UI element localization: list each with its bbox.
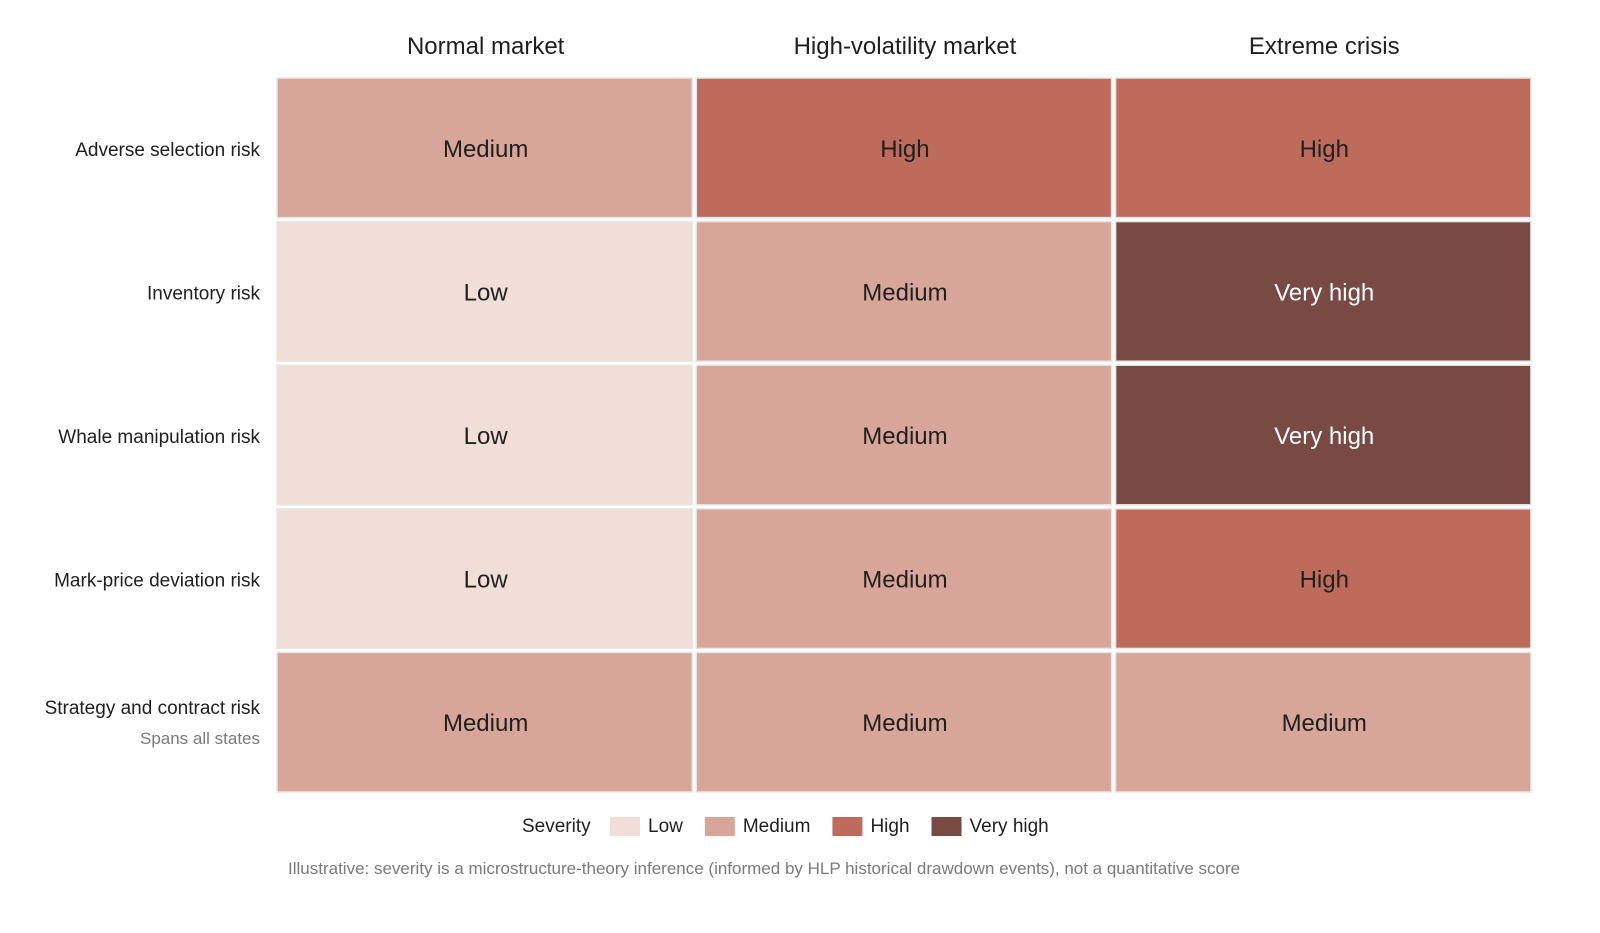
row-label: Whale manipulation risk <box>58 427 260 448</box>
heatmap-cell: Very high <box>1114 364 1532 506</box>
cell-rect <box>276 651 694 793</box>
legend-label: Very high <box>970 816 1049 837</box>
legend-swatch <box>610 817 640 836</box>
cell-rect <box>1114 364 1532 506</box>
cell-value: High <box>1300 136 1349 163</box>
legend-swatch <box>931 817 962 836</box>
heatmap-cell: Medium <box>695 220 1113 362</box>
cell-value: Very high <box>1274 423 1374 450</box>
cell-value: Low <box>464 279 509 306</box>
cell-rect <box>695 508 1113 650</box>
heatmap-cell: High <box>1114 508 1532 650</box>
cell-rect <box>695 220 1113 362</box>
cell-rect <box>1114 651 1532 793</box>
cell-value: Medium <box>862 710 947 737</box>
severity-legend: Severity Low Medium High Very high <box>522 816 1049 837</box>
legend-label: High <box>870 816 909 837</box>
cell-rect <box>276 508 694 650</box>
cell-rect <box>276 77 694 219</box>
cell-rect <box>276 364 694 506</box>
heatmap-cell: Medium <box>276 77 694 219</box>
legend-label: Medium <box>743 816 811 837</box>
heatmap-cell: Medium <box>276 651 694 793</box>
heatmap-cell: Medium <box>695 364 1113 506</box>
cell-value: Very high <box>1274 279 1374 306</box>
cell-rect <box>1114 77 1532 219</box>
heatmap-cells: Medium High High Low Medium Very high Low Mediu… <box>276 77 1532 793</box>
row-label: Adverse selection risk <box>75 140 260 161</box>
row-label: Strategy and contract risk <box>45 698 261 719</box>
cell-value: Medium <box>862 567 947 594</box>
chart-footnote: Illustrative: severity is a microstructu… <box>288 859 1240 878</box>
column-headers: Normal market High-volatility market Extre… <box>407 33 1400 60</box>
heatmap-cell: High <box>1114 77 1532 219</box>
legend-title: Severity <box>522 816 591 837</box>
cell-rect <box>1114 220 1532 362</box>
heatmap-cell: Medium <box>1114 651 1532 793</box>
cell-rect <box>1114 508 1532 650</box>
heatmap-cell: Low <box>276 220 694 362</box>
cell-value: High <box>880 136 929 163</box>
cell-value: Medium <box>862 423 947 450</box>
legend-label: Low <box>648 816 683 837</box>
heatmap-cell: Low <box>276 508 694 650</box>
heatmap-cell: Medium <box>695 508 1113 650</box>
heatmap-cell: High <box>695 77 1113 219</box>
heatmap-cell: Very high <box>1114 220 1532 362</box>
cell-value: Low <box>464 423 509 450</box>
column-header: High-volatility market <box>794 33 1017 60</box>
row-label: Mark-price deviation risk <box>54 571 260 592</box>
cell-rect <box>276 220 694 362</box>
cell-value: Medium <box>443 710 528 737</box>
row-labels: Adverse selection risk Inventory risk Whal… <box>45 140 261 748</box>
cell-rect <box>695 651 1113 793</box>
cell-value: High <box>1300 567 1349 594</box>
cell-rect <box>695 77 1113 219</box>
cell-value: Medium <box>1282 710 1367 737</box>
cell-value: Medium <box>862 279 947 306</box>
column-header: Extreme crisis <box>1249 33 1400 60</box>
cell-value: Low <box>464 567 509 594</box>
legend-swatch <box>704 817 735 836</box>
heatmap-cell: Low <box>276 364 694 506</box>
legend-swatch <box>832 817 863 836</box>
row-label: Inventory risk <box>147 283 260 304</box>
cell-value: Medium <box>443 136 528 163</box>
heatmap-cell: Medium <box>695 651 1113 793</box>
cell-rect <box>695 364 1113 506</box>
row-sublabel: Spans all states <box>140 729 260 748</box>
column-header: Normal market <box>407 33 565 60</box>
